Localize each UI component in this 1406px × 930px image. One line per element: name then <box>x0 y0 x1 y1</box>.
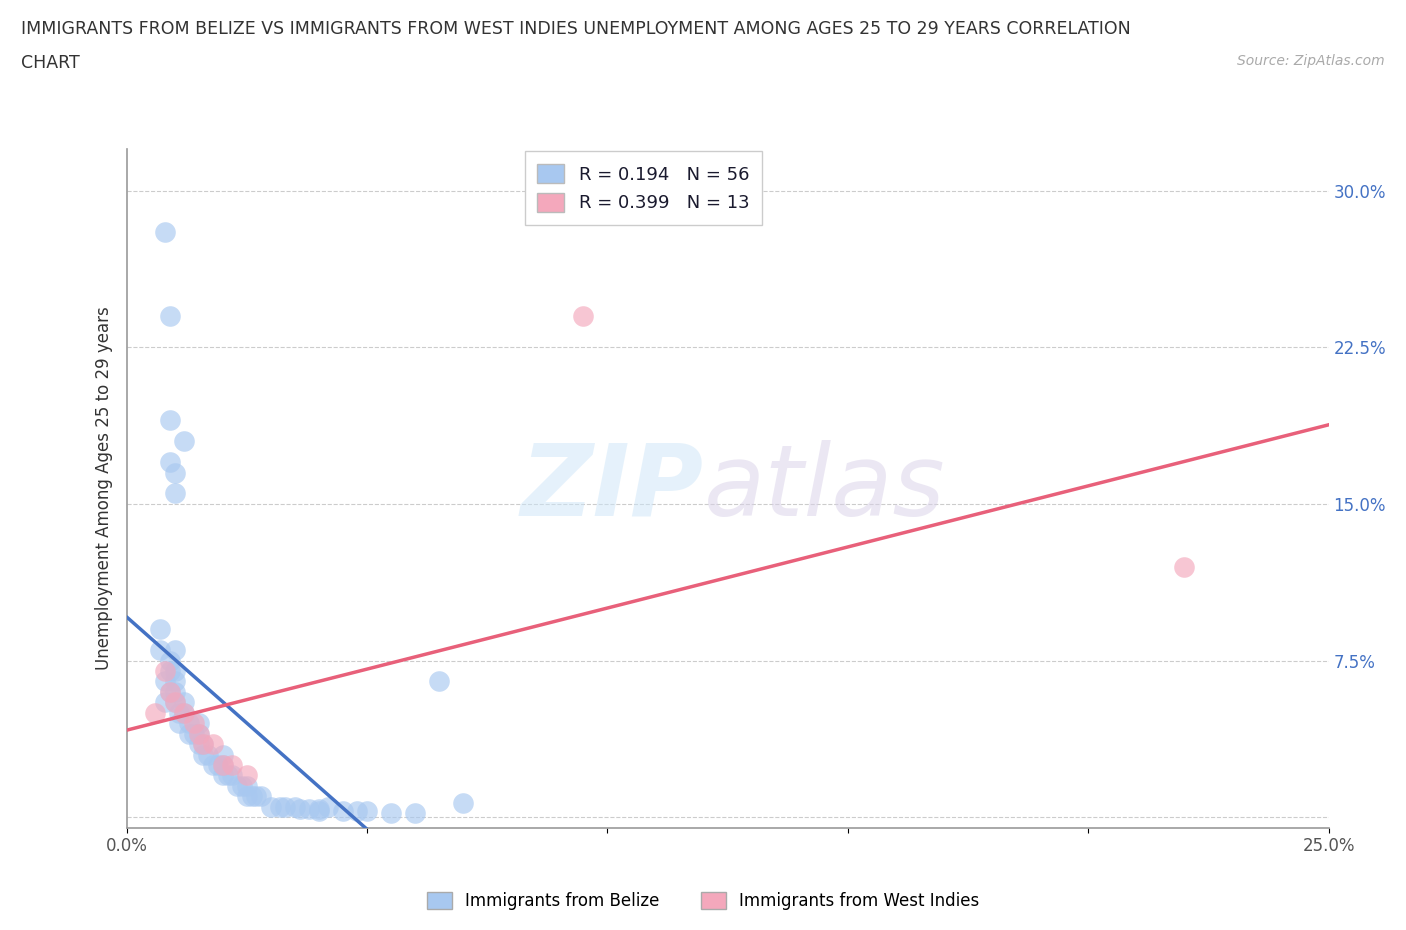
Point <box>240 789 263 804</box>
Point <box>221 768 243 783</box>
Point <box>260 800 283 815</box>
Point <box>177 716 200 731</box>
Point <box>163 695 186 710</box>
Point <box>250 789 273 804</box>
Point <box>169 716 191 731</box>
Point <box>211 747 233 762</box>
Point <box>269 800 291 815</box>
Point <box>159 664 181 679</box>
Point <box>197 747 219 762</box>
Point <box>149 643 172 658</box>
Point <box>163 664 186 679</box>
Point <box>235 768 259 783</box>
Point <box>163 674 186 689</box>
Point <box>173 433 195 448</box>
Point <box>187 726 209 741</box>
Point <box>173 705 195 720</box>
Point <box>318 800 340 815</box>
Point <box>145 705 167 720</box>
Point <box>163 643 186 658</box>
Point <box>274 800 297 815</box>
Point <box>193 747 215 762</box>
Point <box>235 778 259 793</box>
Text: ZIP: ZIP <box>520 440 703 537</box>
Point <box>187 737 209 751</box>
Point <box>187 716 209 731</box>
Legend: Immigrants from Belize, Immigrants from West Indies: Immigrants from Belize, Immigrants from … <box>420 885 986 917</box>
Point <box>173 705 195 720</box>
Text: CHART: CHART <box>21 54 80 72</box>
Point <box>169 705 191 720</box>
Point <box>1173 559 1195 574</box>
Point <box>159 455 181 470</box>
Point <box>159 413 181 428</box>
Point <box>211 768 233 783</box>
Point <box>153 225 176 240</box>
Point <box>163 486 186 501</box>
Point <box>217 768 239 783</box>
Point <box>207 758 229 773</box>
Point <box>221 758 243 773</box>
Point <box>451 795 474 810</box>
Point <box>163 695 186 710</box>
Point <box>235 789 259 804</box>
Point <box>163 465 186 480</box>
Text: IMMIGRANTS FROM BELIZE VS IMMIGRANTS FROM WEST INDIES UNEMPLOYMENT AMONG AGES 25: IMMIGRANTS FROM BELIZE VS IMMIGRANTS FRO… <box>21 20 1130 38</box>
Point <box>173 695 195 710</box>
Point <box>572 309 595 324</box>
Text: atlas: atlas <box>703 440 945 537</box>
Point <box>332 804 354 818</box>
Point <box>153 695 176 710</box>
Point <box>231 778 253 793</box>
Point <box>211 758 233 773</box>
Point <box>153 674 176 689</box>
Point <box>284 800 307 815</box>
Point <box>427 674 450 689</box>
Point <box>163 684 186 699</box>
Point <box>183 726 205 741</box>
Point <box>193 737 215 751</box>
Legend: R = 0.194   N = 56, R = 0.399   N = 13: R = 0.194 N = 56, R = 0.399 N = 13 <box>524 151 762 225</box>
Point <box>159 309 181 324</box>
Point <box>211 758 233 773</box>
Point <box>346 804 368 818</box>
Point <box>153 664 176 679</box>
Point <box>288 802 311 817</box>
Point <box>245 789 267 804</box>
Point <box>202 737 225 751</box>
Point <box>159 684 181 699</box>
Point <box>404 805 426 820</box>
Point <box>308 804 330 818</box>
Point <box>356 804 378 818</box>
Point <box>149 622 172 637</box>
Point <box>183 716 205 731</box>
Point <box>193 737 215 751</box>
Point <box>159 653 181 668</box>
Point <box>380 805 402 820</box>
Point <box>177 726 200 741</box>
Point <box>202 758 225 773</box>
Point <box>226 778 249 793</box>
Point <box>308 802 330 817</box>
Point <box>159 684 181 699</box>
Point <box>298 802 321 817</box>
Point <box>187 726 209 741</box>
Text: Source: ZipAtlas.com: Source: ZipAtlas.com <box>1237 54 1385 68</box>
Y-axis label: Unemployment Among Ages 25 to 29 years: Unemployment Among Ages 25 to 29 years <box>94 306 112 671</box>
